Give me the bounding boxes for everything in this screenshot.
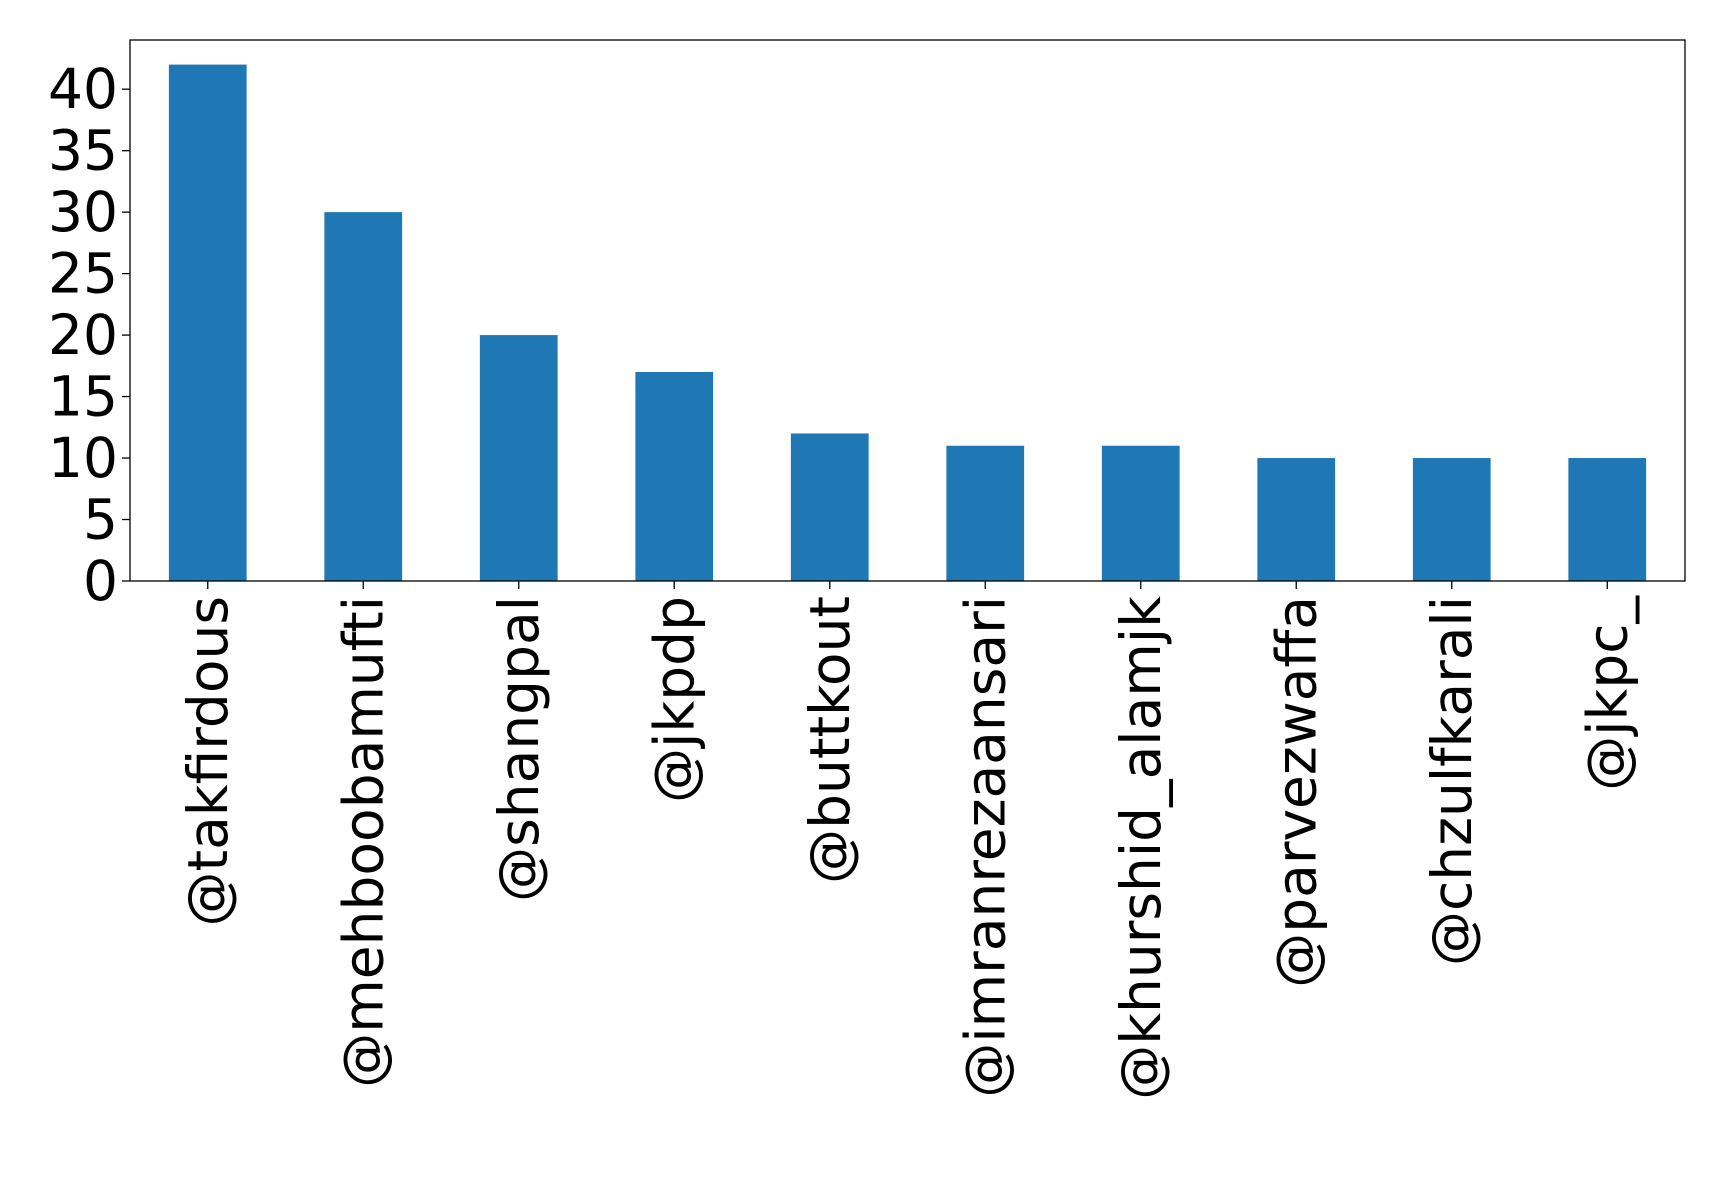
bar-buttkout (790, 433, 869, 581)
y-tick-label: 25 (48, 242, 118, 306)
x-tick-label: @takfirdous (176, 596, 240, 926)
bar-imranrezaansari (946, 445, 1025, 581)
x-axis: @takfirdous @mehboobamufti @shangpal @jkpdp… (176, 581, 1639, 1100)
x-tick-label: @mehboobamufti (331, 596, 395, 1088)
x-tick-label: @jkpdp (642, 596, 706, 803)
bar-jkpdp (635, 371, 714, 581)
bar-parvezwaffa (1257, 458, 1336, 581)
bar-jkpc_ (1568, 458, 1647, 581)
y-tick-label: 35 (48, 119, 118, 183)
y-tick-label: 10 (48, 426, 118, 490)
y-tick-label: 15 (48, 365, 118, 429)
y-tick-label: 30 (48, 180, 118, 244)
y-tick-label: 40 (48, 57, 118, 121)
bars-layer (168, 64, 1647, 582)
y-tick-label: 20 (48, 303, 118, 367)
y-tick-label: 5 (83, 488, 118, 552)
bar-chzulfkarali (1412, 458, 1491, 581)
plot-frame (129, 39, 1686, 582)
x-tick-label: @jkpc_ (1575, 595, 1639, 791)
x-tick-label: @shangpal (487, 596, 551, 902)
bar-takfirdous (168, 64, 247, 581)
x-tick-label: @buttkout (798, 596, 862, 884)
bar-mehboobamufti (324, 212, 403, 582)
x-tick-label: @imranrezaansari (953, 596, 1017, 1098)
y-tick-label: 0 (83, 549, 118, 613)
bar-shangpal (479, 335, 558, 581)
x-tick-label: @parvezwaffa (1264, 596, 1328, 988)
bar-khurshid_alamjk (1101, 445, 1180, 581)
x-tick-label: @chzulfkarali (1420, 596, 1484, 966)
x-tick-label: @khurshid_alamjk (1109, 596, 1173, 1100)
